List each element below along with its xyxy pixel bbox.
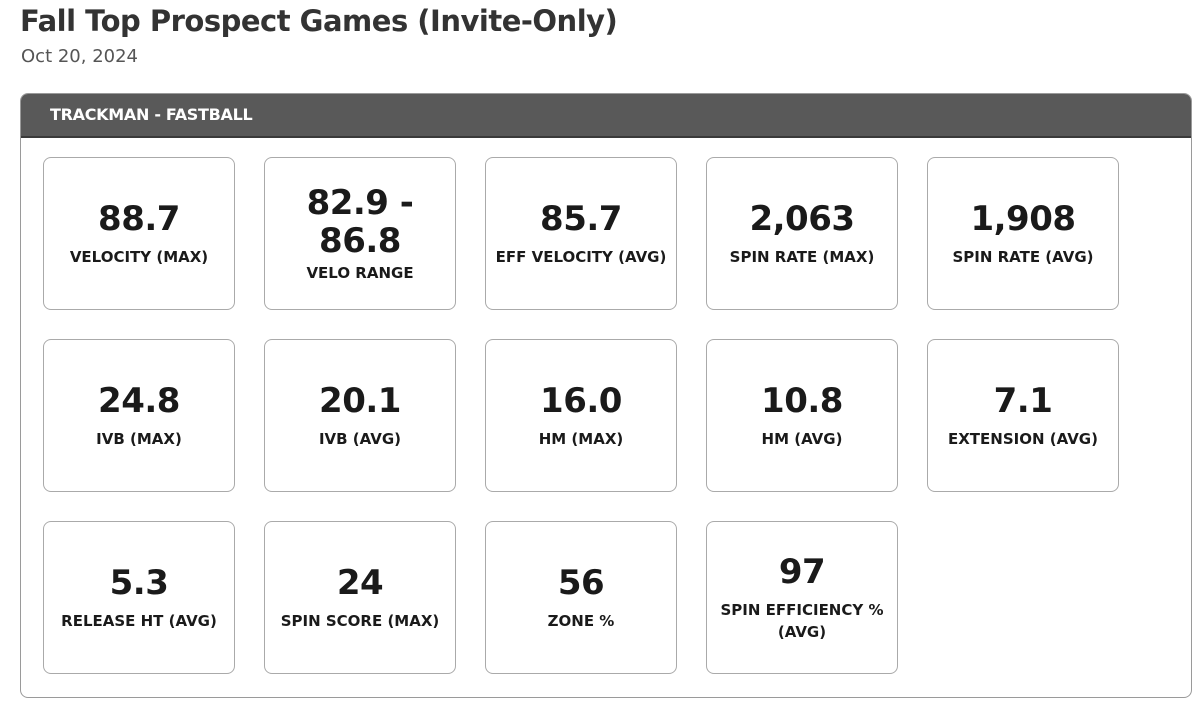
metric-label: VELOCITY (MAX): [69, 247, 209, 266]
metric-card-release-ht-avg: 5.3 RELEASE HT (AVG): [43, 521, 235, 674]
page-date: Oct 20, 2024: [21, 46, 138, 67]
metric-card-spin-score-max: 24 SPIN SCORE (MAX): [264, 521, 456, 674]
metric-label: SPIN EFFICIENCY % (AVG): [720, 600, 884, 641]
metric-label: SPIN RATE (AVG): [952, 247, 1094, 266]
metric-value: 10.8: [761, 380, 843, 421]
metric-value: 82.9 - 86.8: [306, 182, 414, 261]
metric-card-ivb-max: 24.8 IVB (MAX): [43, 339, 235, 492]
metric-card-velo-range: 82.9 - 86.8 VELO RANGE: [264, 157, 456, 310]
metric-label: EFF VELOCITY (AVG): [495, 247, 667, 266]
metric-value: 20.1: [319, 380, 401, 421]
metric-value: 85.7: [540, 198, 622, 239]
metric-value: 56: [557, 562, 605, 603]
metric-value: 24.8: [98, 380, 180, 421]
metric-label: SPIN SCORE (MAX): [280, 611, 440, 630]
metric-label: ZONE %: [547, 611, 615, 630]
metric-label: EXTENSION (AVG): [948, 429, 1098, 448]
metric-label: SPIN RATE (MAX): [729, 247, 875, 266]
metric-card-spin-rate-max: 2,063 SPIN RATE (MAX): [706, 157, 898, 310]
page-title: Fall Top Prospect Games (Invite-Only): [20, 4, 618, 38]
metric-card-zone-pct: 56 ZONE %: [485, 521, 677, 674]
metric-value: 1,908: [970, 198, 1076, 239]
metric-card-hm-avg: 10.8 HM (AVG): [706, 339, 898, 492]
metric-card-eff-velocity-avg: 85.7 EFF VELOCITY (AVG): [485, 157, 677, 310]
metric-value: 16.0: [540, 380, 622, 421]
metric-value: 2,063: [749, 198, 855, 239]
metric-card-hm-max: 16.0 HM (MAX): [485, 339, 677, 492]
metric-value: 7.1: [993, 380, 1053, 421]
metric-label: IVB (AVG): [318, 429, 402, 448]
panel-header: TRACKMAN - FASTBALL: [21, 94, 1191, 138]
metric-label: HM (AVG): [761, 429, 843, 448]
metric-value: 5.3: [109, 562, 169, 603]
metric-value: 88.7: [98, 198, 180, 239]
metric-card-ivb-avg: 20.1 IVB (AVG): [264, 339, 456, 492]
metric-card-spin-efficiency-avg: 97 SPIN EFFICIENCY % (AVG): [706, 521, 898, 674]
metric-label: VELO RANGE: [306, 263, 414, 282]
metric-card-spin-rate-avg: 1,908 SPIN RATE (AVG): [927, 157, 1119, 310]
metric-label: IVB (MAX): [96, 429, 182, 448]
metric-value: 24: [336, 562, 384, 603]
metric-value: 97: [778, 551, 826, 592]
metric-card-velocity-max: 88.7 VELOCITY (MAX): [43, 157, 235, 310]
metric-label: HM (MAX): [538, 429, 624, 448]
panel-header-label: TRACKMAN - FASTBALL: [50, 105, 253, 124]
metric-label: RELEASE HT (AVG): [61, 611, 217, 630]
metric-card-extension-avg: 7.1 EXTENSION (AVG): [927, 339, 1119, 492]
